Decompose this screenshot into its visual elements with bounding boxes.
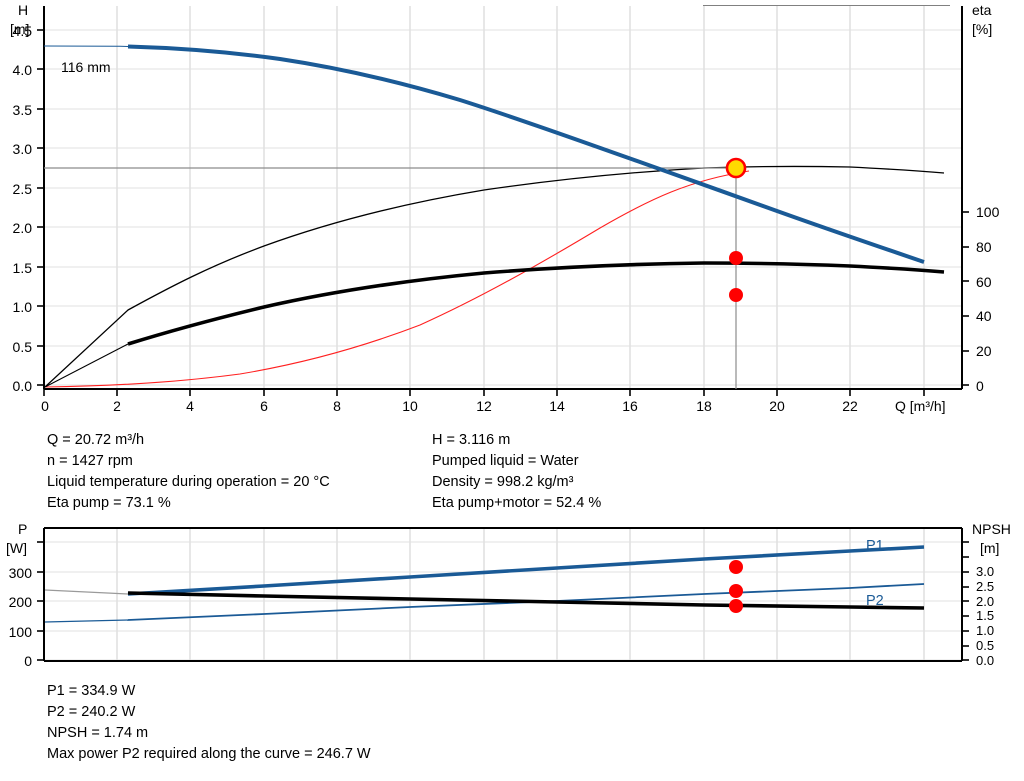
eta-pump-duty-marker [729, 251, 743, 265]
main-xtick-4: 8 [333, 398, 341, 414]
power-ytick-0: 0 [24, 653, 32, 669]
info-left-3: Eta pump = 73.1 % [47, 495, 171, 511]
p1-curve [127, 545, 925, 596]
main-xtick-5: 10 [402, 398, 418, 414]
eta-tick-5: 100 [976, 204, 1000, 220]
main-xtick-11: 22 [842, 398, 858, 414]
main-ytick-6: 3.0 [12, 141, 32, 157]
main-y-left-axis-unit: [m] [10, 21, 30, 37]
main-y-right-axis-title: eta [972, 2, 992, 18]
power-blue-left-stub [44, 619, 129, 623]
main-x-axis-title: Q [m³/h] [895, 398, 946, 414]
npsh-tick-5: 2.5 [976, 579, 995, 594]
npsh-tick-6: 3.0 [976, 564, 995, 579]
eta-tick-2: 40 [976, 308, 992, 324]
head-curve-thin-extension [43, 45, 129, 47]
power-y-right-axis-title: NPSH [972, 521, 1011, 537]
main-ytick-9: 4.5 [12, 23, 32, 39]
main-xtick-10: 20 [769, 398, 785, 414]
p2-thick-curve [127, 591, 925, 610]
eta-tick-1: 20 [976, 343, 992, 359]
power-y-left-axis-title: P [18, 521, 28, 537]
p1-duty-marker [729, 560, 743, 574]
main-horizontal-gridlines [44, 29, 962, 386]
main-y-left-axis-title: H [18, 2, 29, 18]
main-x-ticks [43, 389, 925, 396]
power-y-left-axis-unit: [W] [6, 540, 27, 556]
operating-point-marker[interactable] [725, 157, 747, 179]
main-xtick-2: 4 [186, 398, 194, 414]
main-ytick-2: 1.0 [12, 299, 32, 315]
power-ytick-3: 300 [8, 565, 32, 581]
npsh-tick-1: 0.5 [976, 638, 995, 653]
main-ytick-8: 4.0 [12, 62, 32, 78]
p2-duty-marker [729, 584, 743, 598]
info-bottom-0: P1 = 334.9 W [47, 683, 136, 699]
main-left-ticks [37, 29, 44, 386]
p2-series-label: P2 [866, 593, 884, 609]
info-right-1: Pumped liquid = Water [432, 453, 579, 469]
npsh-tick-2: 1.0 [976, 623, 995, 638]
main-ytick-3: 1.5 [12, 260, 32, 276]
main-xtick-8: 16 [622, 398, 638, 414]
info-bottom-1: P2 = 240.2 W [47, 704, 136, 720]
head-eta-chart [37, 6, 969, 396]
power-ytick-2: 200 [8, 594, 32, 610]
eta-pump-motor-origin-stub [44, 343, 129, 388]
p1-series-label: P1 [866, 538, 884, 554]
eta-tick-3: 60 [976, 274, 992, 290]
head-curve-116mm [127, 44, 925, 264]
main-plot-background [44, 6, 962, 389]
eta-tick-0: 0 [976, 378, 984, 394]
info-right-0: H = 3.116 m [432, 432, 511, 448]
power-npsh-chart [37, 527, 969, 662]
info-left-2: Liquid temperature during operation = 20… [47, 474, 330, 490]
info-bottom-3: Max power P2 required along the curve = … [47, 746, 371, 762]
power-right-ticks [962, 541, 969, 661]
power-info-block: P1 = 334.9 W P2 = 240.2 W NPSH = 1.74 m … [47, 681, 371, 765]
power-ytick-1: 100 [8, 624, 32, 640]
main-ytick-4: 2.0 [12, 220, 32, 236]
npsh-duty-marker [729, 599, 743, 613]
info-right-3: Eta pump+motor = 52.4 % [432, 495, 602, 511]
main-xtick-7: 14 [549, 398, 565, 414]
eta-tick-4: 80 [976, 239, 992, 255]
main-ytick-0: 0.0 [12, 378, 32, 394]
npsh-curve [44, 170, 750, 388]
duty-info-right: H = 3.116 m Pumped liquid = Water Densit… [432, 430, 601, 514]
main-ytick-5: 2.5 [12, 181, 32, 197]
impeller-size-label: 116 mm [61, 59, 111, 75]
main-xtick-0: 0 [41, 398, 49, 414]
eta-pump-motor-curve-thick [127, 261, 945, 346]
main-ytick-7: 3.5 [12, 102, 32, 118]
main-xtick-1: 2 [113, 398, 121, 414]
info-bottom-2: NPSH = 1.74 m [47, 725, 149, 741]
main-right-ticks [962, 211, 969, 386]
info-right-2: Density = 998.2 kg/m³ [432, 474, 574, 490]
eta-pump-motor-duty-marker [729, 288, 743, 302]
duty-info-left: Q = 20.72 m³/h n = 1427 rpm Liquid tempe… [47, 430, 330, 514]
power-left-ticks [37, 541, 44, 661]
main-xtick-9: 18 [696, 398, 712, 414]
main-y-right-axis-unit: [%] [972, 21, 993, 37]
npsh-tick-4: 2.0 [976, 594, 995, 609]
npsh-tick-0: 0.0 [976, 653, 995, 668]
info-left-0: Q = 20.72 m³/h [47, 432, 145, 448]
main-xtick-6: 12 [476, 398, 492, 414]
main-ytick-1: 0.5 [12, 339, 32, 355]
main-xtick-3: 6 [260, 398, 268, 414]
info-left-1: n = 1427 rpm [47, 453, 133, 469]
eta-pump-curve-thin [44, 165, 945, 388]
power-grey-left-stub [44, 589, 129, 595]
npsh-tick-3: 1.5 [976, 608, 995, 623]
power-y-right-axis-unit: [m] [980, 540, 1000, 556]
